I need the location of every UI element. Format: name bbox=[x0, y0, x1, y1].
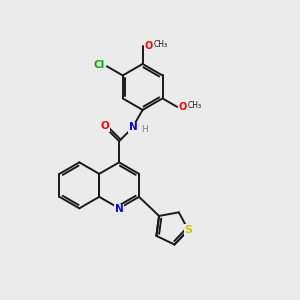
Text: S: S bbox=[184, 225, 192, 235]
Text: CH₃: CH₃ bbox=[153, 40, 167, 49]
Text: O: O bbox=[144, 41, 152, 51]
Text: N: N bbox=[129, 122, 138, 132]
Text: O: O bbox=[178, 102, 187, 112]
Text: O: O bbox=[100, 122, 109, 131]
Text: N: N bbox=[115, 205, 124, 214]
Text: Cl: Cl bbox=[94, 60, 105, 70]
Text: CH₃: CH₃ bbox=[188, 101, 202, 110]
Text: H: H bbox=[141, 125, 148, 134]
